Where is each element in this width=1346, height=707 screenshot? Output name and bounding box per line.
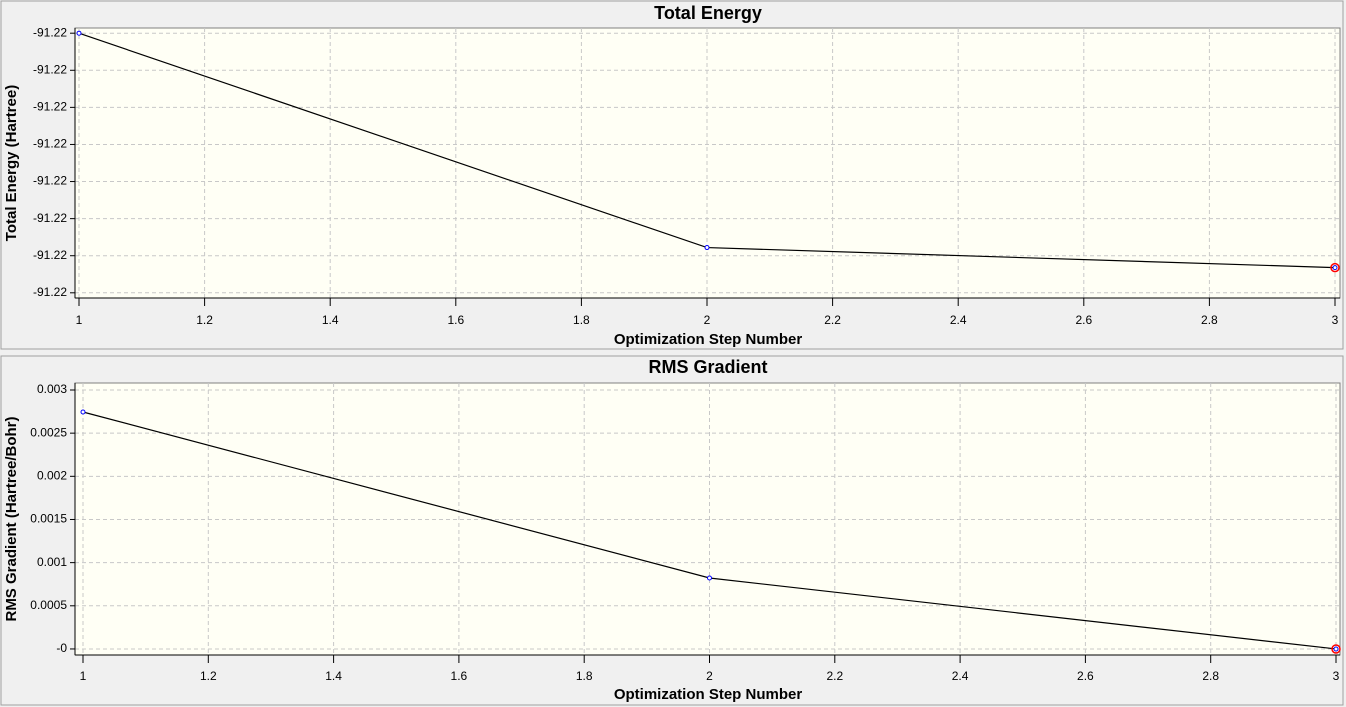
y-tick-label: 0.0025	[30, 425, 67, 439]
x-tick-label: 2.6	[1075, 313, 1092, 327]
y-axis-label: Total Energy (Hartree)	[3, 85, 20, 241]
data-point	[704, 245, 710, 251]
x-tick-label: 2.8	[1202, 669, 1219, 683]
y-tick-label: -91.22	[33, 285, 67, 299]
x-tick-label: 1.4	[322, 313, 339, 327]
y-tick-label: -0	[56, 641, 67, 655]
current-step-marker	[1331, 644, 1341, 654]
x-tick-label: 1	[76, 313, 83, 327]
y-tick-label: -91.22	[33, 62, 67, 76]
y-tick-label: 0.001	[37, 555, 67, 569]
y-axis-label: RMS Gradient (Hartree/Bohr)	[3, 416, 20, 621]
y-tick-label: -91.22	[33, 137, 67, 151]
x-tick-label: 2.4	[950, 313, 967, 327]
y-tick-label: -91.22	[33, 248, 67, 262]
x-axis-label: Optimization Step Number	[614, 686, 803, 703]
x-tick-label: 2.4	[952, 669, 969, 683]
x-tick-label: 2.6	[1077, 669, 1094, 683]
x-tick-label: 2.2	[824, 313, 841, 327]
chart-title: Total Energy	[654, 3, 762, 23]
x-tick-label: 1.6	[447, 313, 464, 327]
x-tick-label: 3	[1333, 669, 1340, 683]
x-tick-label: 1.6	[451, 669, 468, 683]
data-point	[707, 575, 712, 581]
x-tick-label: 2.2	[826, 669, 843, 683]
x-axis-label: Optimization Step Number	[614, 331, 803, 348]
y-tick-label: 0.002	[37, 468, 67, 482]
data-point	[76, 30, 82, 36]
y-tick-label: 0.003	[37, 382, 67, 396]
y-tick-label: 0.0005	[30, 598, 67, 612]
x-tick-label: 1.2	[200, 669, 217, 683]
data-point	[1333, 646, 1339, 652]
chart-title: RMS Gradient	[648, 357, 767, 377]
x-tick-label: 1.2	[196, 313, 213, 327]
y-tick-label: -91.22	[33, 211, 67, 225]
x-tick-label: 1.4	[325, 669, 342, 683]
data-point	[80, 409, 86, 415]
x-tick-label: 2	[704, 313, 711, 327]
x-tick-label: 1.8	[576, 669, 593, 683]
x-tick-label: 2	[706, 669, 713, 683]
y-tick-label: -91.22	[33, 25, 67, 39]
current-step-marker	[1330, 262, 1340, 273]
y-tick-label: -91.22	[33, 100, 67, 114]
x-tick-label: 2.8	[1201, 313, 1218, 327]
x-tick-label: 3	[1332, 313, 1339, 327]
x-tick-label: 1	[80, 669, 87, 683]
data-point	[1332, 265, 1338, 271]
y-tick-label: 0.0015	[30, 512, 67, 526]
y-tick-label: -91.22	[33, 174, 67, 188]
x-tick-label: 1.8	[573, 313, 590, 327]
